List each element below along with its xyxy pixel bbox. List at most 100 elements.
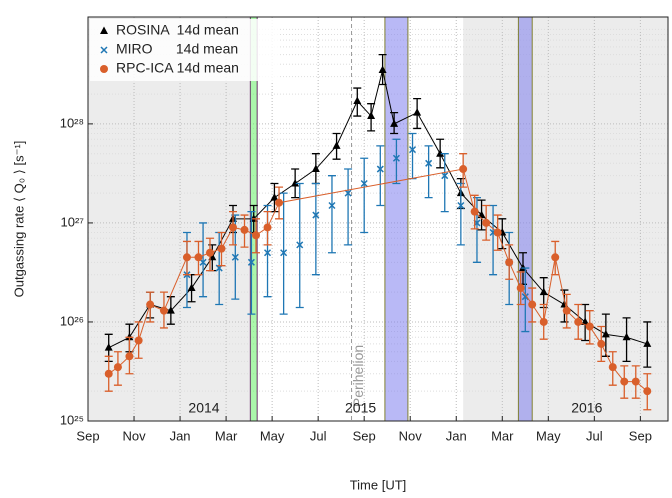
error-bar	[440, 153, 449, 213]
background-band	[88, 17, 250, 421]
marker	[597, 339, 606, 348]
series-line	[108, 69, 648, 349]
marker	[631, 377, 640, 386]
x-tick-label: Nov	[122, 428, 146, 443]
marker	[231, 253, 239, 261]
marker	[392, 154, 400, 162]
marker	[608, 363, 617, 372]
x-tick-label: Mar	[215, 428, 238, 443]
x-tick-label: Sep	[353, 428, 376, 443]
marker	[296, 241, 304, 249]
marker	[376, 165, 384, 173]
marker	[247, 258, 255, 266]
y-tick-label: 10²⁶	[60, 313, 84, 328]
legend-box	[90, 19, 280, 81]
marker	[390, 119, 399, 127]
error-bar	[344, 168, 353, 246]
marker	[413, 108, 422, 116]
x-tick-label: May	[260, 428, 285, 443]
marker	[436, 149, 445, 157]
marker	[252, 231, 261, 240]
plot-frame	[87, 16, 669, 422]
marker	[539, 287, 548, 296]
legend-marker	[100, 26, 108, 34]
marker	[521, 293, 529, 301]
marker	[551, 253, 560, 262]
perihelion-label: Perihelion	[350, 345, 366, 407]
marker	[622, 332, 631, 341]
legend-label: RPC-ICA 14d mean	[116, 60, 239, 76]
legend-marker	[100, 46, 108, 54]
marker	[581, 317, 590, 325]
marker	[367, 111, 376, 120]
marker	[482, 218, 491, 227]
marker	[585, 322, 594, 331]
marker	[408, 146, 417, 154]
marker	[229, 223, 237, 232]
marker	[441, 172, 449, 180]
highlight-band	[517, 17, 533, 421]
marker	[205, 248, 214, 257]
marker	[528, 300, 537, 309]
marker	[104, 369, 113, 378]
x-tick-label: Nov	[399, 428, 423, 443]
marker	[643, 339, 652, 347]
x-tick-label: Jan	[446, 428, 467, 443]
marker	[104, 343, 113, 351]
legend: ROSINA 14d mean MIRO 14d mean RPC-ICA 14d …	[90, 19, 280, 81]
marker	[217, 244, 226, 253]
marker	[328, 201, 336, 210]
marker	[643, 387, 652, 396]
marker	[539, 317, 548, 326]
marker	[199, 258, 207, 266]
x-tick-label: Mar	[491, 428, 514, 443]
legend-label: MIRO 14d mean	[116, 41, 238, 57]
x-tick-label: Sep	[76, 428, 99, 443]
marker	[425, 159, 433, 167]
marker	[360, 179, 368, 188]
marker	[353, 96, 362, 105]
error-bar	[199, 222, 208, 298]
marker	[113, 363, 122, 372]
marker	[378, 65, 387, 73]
marker	[240, 225, 249, 234]
error-bar	[521, 267, 530, 333]
marker	[134, 336, 143, 345]
x-tick-label: Jan	[170, 428, 191, 443]
marker	[125, 352, 134, 361]
background-band	[463, 17, 668, 421]
marker	[275, 198, 284, 207]
marker	[159, 306, 168, 315]
overlay: Perihelion Sep Nov Jan Mar May Jul Sep Nov Jan Mar…	[60, 16, 669, 443]
marker	[291, 179, 300, 187]
marker	[470, 207, 479, 216]
x-tick-label: May	[536, 428, 561, 443]
y-tick-label: 10²⁸	[60, 115, 84, 130]
marker	[562, 306, 571, 315]
marker	[194, 253, 203, 262]
marker	[280, 249, 288, 257]
marker	[516, 284, 525, 293]
highlight-band	[384, 17, 409, 421]
y-tick-label: 10²⁷	[61, 214, 85, 229]
marker	[505, 258, 514, 267]
marker	[182, 253, 191, 262]
marker	[344, 189, 352, 197]
marker	[457, 201, 465, 210]
marker	[493, 228, 502, 237]
error-bar	[392, 138, 401, 185]
error-bar	[424, 145, 433, 199]
marker	[146, 300, 155, 309]
y-axis-label: Outgassing rate ⟨ Q₀ ⟩ [s⁻¹]	[11, 141, 26, 298]
marker	[311, 164, 320, 173]
marker	[166, 306, 175, 314]
marker	[270, 193, 279, 201]
legend-marker	[100, 65, 108, 73]
marker	[312, 211, 320, 219]
year-label: 2016	[571, 400, 602, 416]
legend-label: ROSINA 14d mean	[116, 22, 239, 38]
marker	[332, 141, 341, 149]
x-tick-label: Jul	[586, 428, 603, 443]
year-label: 2014	[188, 400, 219, 416]
x-tick-label: Sep	[629, 428, 652, 443]
